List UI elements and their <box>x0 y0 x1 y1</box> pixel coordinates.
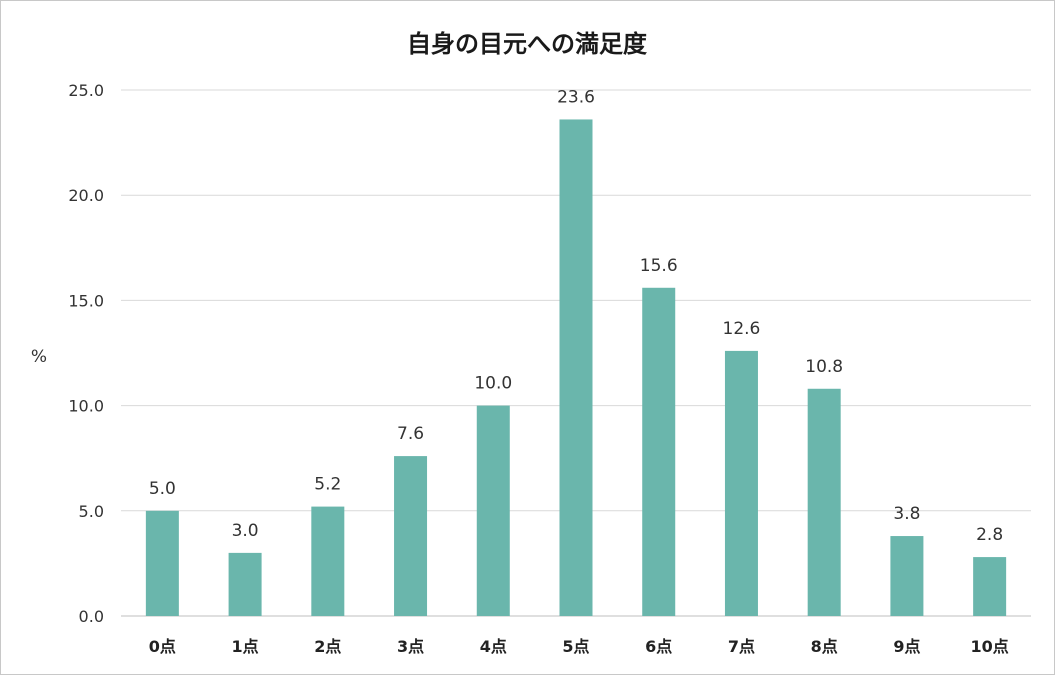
data-label: 5.2 <box>314 475 341 495</box>
y-tick-label: 25.0 <box>68 81 104 100</box>
x-axis-ticks: 0点 1点 2点 3点 4点 5点 6点 7点 8点 9点 10点 <box>149 637 1009 656</box>
x-tick-label: 7点 <box>728 637 755 656</box>
bar <box>476 405 510 616</box>
data-label: 10.8 <box>805 357 843 377</box>
y-tick-label: 10.0 <box>68 397 104 416</box>
y-axis-label: % <box>31 347 47 367</box>
data-label: 3.8 <box>893 504 920 524</box>
bar <box>724 350 758 616</box>
chart-title: 自身の目元への満足度 <box>407 30 648 58</box>
bar <box>311 506 345 616</box>
bar <box>807 388 841 616</box>
data-label: 10.0 <box>474 374 512 394</box>
y-tick-label: 15.0 <box>68 291 104 310</box>
y-tick-label: 5.0 <box>79 502 104 521</box>
x-tick-label: 10点 <box>970 637 1008 656</box>
data-label: 12.6 <box>723 319 761 339</box>
bar <box>642 287 676 616</box>
data-label: 5.0 <box>149 479 176 499</box>
bar <box>973 557 1007 616</box>
data-label: 23.6 <box>557 87 595 107</box>
bar <box>228 552 262 616</box>
bars <box>145 119 1007 617</box>
data-label: 2.8 <box>976 525 1003 545</box>
x-tick-label: 5点 <box>562 637 589 656</box>
bar <box>145 510 179 616</box>
data-label: 7.6 <box>397 424 424 444</box>
x-tick-label: 2点 <box>314 637 341 656</box>
x-tick-label: 6点 <box>645 637 672 656</box>
x-tick-label: 3点 <box>397 637 424 656</box>
bar <box>394 456 428 616</box>
bar <box>890 536 924 616</box>
data-label: 3.0 <box>232 521 259 541</box>
x-tick-label: 8点 <box>811 637 838 656</box>
bar <box>559 119 593 617</box>
data-label: 15.6 <box>640 256 678 276</box>
y-tick-label: 20.0 <box>68 186 104 205</box>
data-labels: 5.0 3.0 5.2 7.6 10.0 23.6 15.6 12.6 10.8 3.8 2.8 <box>149 87 1003 545</box>
x-tick-label: 4点 <box>480 637 507 656</box>
x-tick-label: 1点 <box>232 637 259 656</box>
x-tick-label: 0点 <box>149 637 176 656</box>
y-tick-label: 0.0 <box>79 607 104 626</box>
y-axis-ticks: 0.0 5.0 10.0 15.0 20.0 25.0 <box>68 81 104 626</box>
x-tick-label: 9点 <box>893 637 920 656</box>
